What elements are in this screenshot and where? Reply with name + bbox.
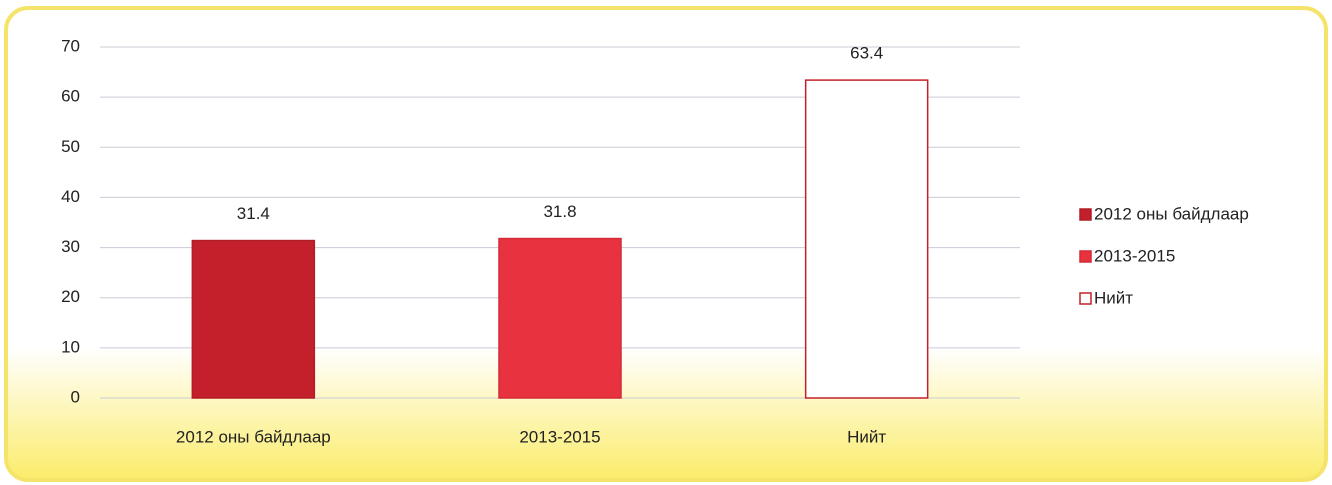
bar (191, 239, 316, 399)
legend-swatch (1079, 208, 1092, 221)
x-tick-label: 2013-2015 (519, 427, 600, 446)
y-tick-label: 20 (61, 287, 80, 306)
legend-swatch (1079, 292, 1092, 305)
y-tick-label: 0 (71, 387, 80, 406)
y-tick-label: 30 (61, 237, 80, 256)
data-label: 63.4 (850, 44, 883, 63)
legend-label: 2013-2015 (1094, 246, 1175, 265)
legend-label: Нийт (1094, 288, 1133, 307)
x-tick-label: 2012 оны байдлаар (176, 427, 331, 446)
legend-label: 2012 оны байдлаар (1094, 204, 1249, 223)
data-label: 31.4 (237, 204, 270, 223)
y-tick-label: 70 (61, 36, 80, 55)
panel (4, 6, 1328, 482)
y-tick-label: 60 (61, 87, 80, 106)
y-tick-label: 50 (61, 137, 80, 156)
bar (804, 79, 929, 399)
y-tick-label: 10 (61, 337, 80, 356)
y-tick-label: 40 (61, 187, 80, 206)
data-label: 31.8 (543, 202, 576, 221)
x-tick-label: Нийт (847, 427, 886, 446)
bar (498, 237, 622, 399)
legend-swatch (1079, 250, 1092, 263)
